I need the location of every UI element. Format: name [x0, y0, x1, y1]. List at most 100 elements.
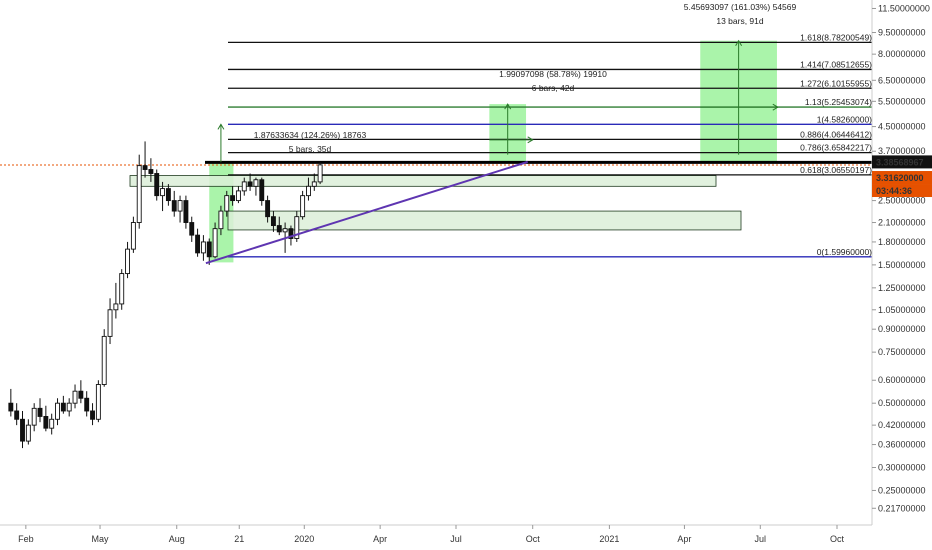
- y-tick-label-11: 1.50000000: [878, 260, 926, 270]
- measure-note-2-value: 1.99097098 (58.78%) 19910: [499, 69, 607, 79]
- candle-body-5: [37, 407, 43, 417]
- fib-label-5: 1.13(5.25453074): [805, 97, 872, 107]
- y-tick-label-6: 3.70000000: [878, 146, 926, 156]
- y-tick-label-20: 0.30000000: [878, 462, 926, 472]
- y-tick-label-5: 4.50000000: [878, 122, 926, 132]
- trendline: [205, 160, 529, 265]
- candle-body-16: [101, 335, 107, 385]
- candle-body-51: [306, 185, 311, 197]
- candle-body-33: [200, 241, 206, 254]
- countdown-label-box: [872, 184, 932, 198]
- zones-layer: [129, 40, 777, 263]
- y-tick-label-0: 11.50000000: [878, 3, 930, 13]
- candle-body-43: [259, 179, 265, 202]
- measure-arrowhead-1: [217, 123, 225, 130]
- candle-body-0: [8, 402, 14, 412]
- y-tick-label-2: 8.00000000: [878, 49, 926, 59]
- x-tick-label-3: 21: [234, 534, 244, 544]
- candle-body-12: [78, 390, 84, 399]
- candle-body-22: [136, 165, 142, 223]
- candle-body-32: [195, 234, 201, 254]
- countdown-label: 03:44:36: [876, 186, 912, 196]
- candle-body-29: [177, 200, 183, 212]
- candle-body-13: [84, 397, 90, 412]
- candle-body-49: [294, 216, 300, 239]
- time-axis-bg: [0, 525, 932, 550]
- y-tick-label-13: 1.05000000: [878, 305, 926, 315]
- x-tick-label-0: Feb: [18, 534, 34, 544]
- current-high-label: 3.38568967: [876, 157, 924, 167]
- candle-body-10: [66, 402, 72, 412]
- fib-label-3: 0.886(4.06446412): [800, 129, 872, 139]
- y-tick-label-14: 0.90000000: [878, 324, 926, 334]
- current-price-label-box: [872, 171, 932, 185]
- candle-body-4: [31, 407, 37, 426]
- x-tick-label-5: Apr: [373, 534, 387, 544]
- candle-body-39: [235, 190, 241, 202]
- y-tick-label-21: 0.25000000: [878, 485, 926, 495]
- x-tick-label-8: 2021: [599, 534, 619, 544]
- y-tick-label-22: 0.21700000: [878, 503, 926, 513]
- x-tick-label-6: Jul: [450, 534, 462, 544]
- candle-body-8: [55, 402, 60, 420]
- candle-body-23: [142, 165, 148, 170]
- y-tick-label-12: 1.25000000: [878, 283, 926, 293]
- candle-body-21: [130, 222, 136, 250]
- candle-body-37: [224, 195, 230, 212]
- candle-body-14: [90, 410, 95, 420]
- candle-body-20: [125, 248, 130, 275]
- candle-body-42: [253, 179, 259, 187]
- x-tick-label-1: May: [92, 534, 110, 544]
- fib-label-0: 0(1.59960000): [817, 247, 872, 257]
- candle-body-35: [212, 228, 218, 258]
- fib-label-6: 1.272(6.10155955): [800, 78, 872, 88]
- candle-body-3: [25, 424, 31, 442]
- candle-body-6: [43, 416, 49, 429]
- measure-harrow-2: [772, 103, 779, 111]
- candle-body-28: [171, 200, 177, 212]
- y-tick-label-15: 0.75000000: [878, 347, 926, 357]
- measure-note-3-value: 5.45693097 (161.03%) 54569: [684, 2, 797, 12]
- candle-body-36: [218, 210, 224, 230]
- candle-body-50: [300, 195, 306, 218]
- y-tick-label-18: 0.42000000: [878, 420, 926, 430]
- candle-body-9: [60, 402, 66, 412]
- resistance-zone: [129, 175, 717, 187]
- candle-body-7: [49, 418, 55, 429]
- candle-body-31: [189, 222, 195, 236]
- measure-note-1-value: 1.87633634 (124.26%) 18763: [254, 130, 367, 140]
- candle-body-15: [95, 384, 101, 420]
- candle-body-48: [288, 228, 294, 239]
- candle-body-46: [276, 225, 282, 233]
- measure-harrow-1: [527, 136, 534, 144]
- measure-arrowhead-2: [504, 103, 512, 110]
- candle-body-11: [72, 390, 78, 404]
- candle-body-19: [119, 273, 125, 305]
- y-tick-label-8: 2.50000000: [878, 196, 926, 206]
- candles-layer: [8, 141, 323, 449]
- candle-body-34: [206, 241, 212, 258]
- candle-body-38: [230, 195, 236, 202]
- y-tick-label-19: 0.36000000: [878, 440, 926, 450]
- measure-arrowhead-3: [735, 39, 743, 46]
- fib-layer: 0(1.59960000) 0.618(3.06550197) 0.786(3.65…: [0, 32, 872, 258]
- y-tick-label-3: 6.50000000: [878, 75, 926, 85]
- measure-note-3-duration: 13 bars, 91d: [716, 16, 764, 26]
- candle-body-24: [148, 169, 154, 174]
- fib-label-7: 1.414(7.08512655): [800, 59, 872, 69]
- y-tick-label-10: 1.80000000: [878, 237, 926, 247]
- candle-body-18: [113, 303, 119, 311]
- candle-body-45: [270, 216, 276, 227]
- x-tick-label-2: Aug: [169, 534, 185, 544]
- y-tick-label-9: 2.10000000: [878, 218, 926, 228]
- candle-body-47: [282, 228, 288, 233]
- x-tick-label-7: Oct: [526, 534, 541, 544]
- candle-body-40: [241, 181, 247, 192]
- price-axis-bg: [872, 0, 932, 550]
- y-tick-label-1: 9.50000000: [878, 28, 926, 38]
- current-price-label: 3.31620000: [876, 173, 924, 183]
- candle-body-27: [165, 188, 171, 202]
